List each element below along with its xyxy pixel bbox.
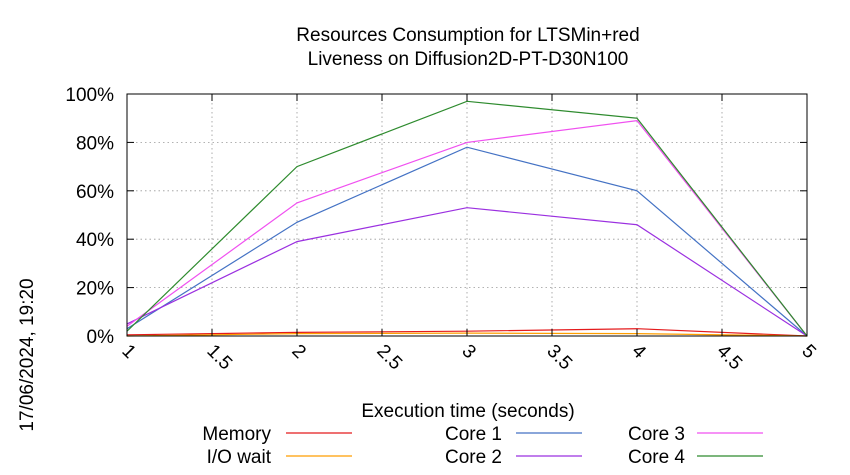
y-tick-label: 100% <box>65 85 114 106</box>
chart-title-line-1: Resources Consumption for LTSMin+red <box>296 25 639 46</box>
x-tick-label: 4.5 <box>712 341 746 375</box>
y-tick-label: 80% <box>76 133 114 154</box>
chart-title-line-2: Liveness on Diffusion2D-PT-D30N100 <box>308 49 629 70</box>
chart-title: Resources Consumption for LTSMin+red Liv… <box>296 25 639 70</box>
x-tick-label: 1.5 <box>202 341 236 375</box>
series-line-core-2 <box>126 207 808 337</box>
series-lines <box>126 100 808 337</box>
legend-label-core-3: Core 3 <box>628 424 685 445</box>
x-axis-label: Execution time (seconds) <box>361 401 574 422</box>
legend-label-core-4: Core 4 <box>628 447 685 468</box>
legend-label-i-o-wait: I/O wait <box>207 447 272 468</box>
series-line-core-3 <box>126 119 808 337</box>
series-line-core-4 <box>126 100 808 337</box>
legend-label-core-2: Core 2 <box>445 447 502 468</box>
x-tick-label: 4 <box>627 341 650 364</box>
x-tick-label: 3.5 <box>542 341 576 375</box>
y-tick-label: 60% <box>76 182 114 203</box>
grid-lines <box>127 94 807 336</box>
y-tick-label: 0% <box>87 327 115 348</box>
series-line-core-1 <box>126 146 808 337</box>
y-tick-label: 40% <box>76 230 114 251</box>
y-tick-label: 20% <box>76 279 114 300</box>
legend-label-memory: Memory <box>202 424 271 445</box>
timestamp-label: 17/06/2024, 19:20 <box>17 278 38 431</box>
x-tick-label: 2 <box>287 341 309 363</box>
legend-label-core-1: Core 1 <box>445 424 502 445</box>
x-tick-label: 2.5 <box>372 341 406 375</box>
x-tick-label: 5 <box>797 341 819 363</box>
x-tick-label: 1 <box>117 341 139 363</box>
x-tick-label: 3 <box>457 341 479 363</box>
